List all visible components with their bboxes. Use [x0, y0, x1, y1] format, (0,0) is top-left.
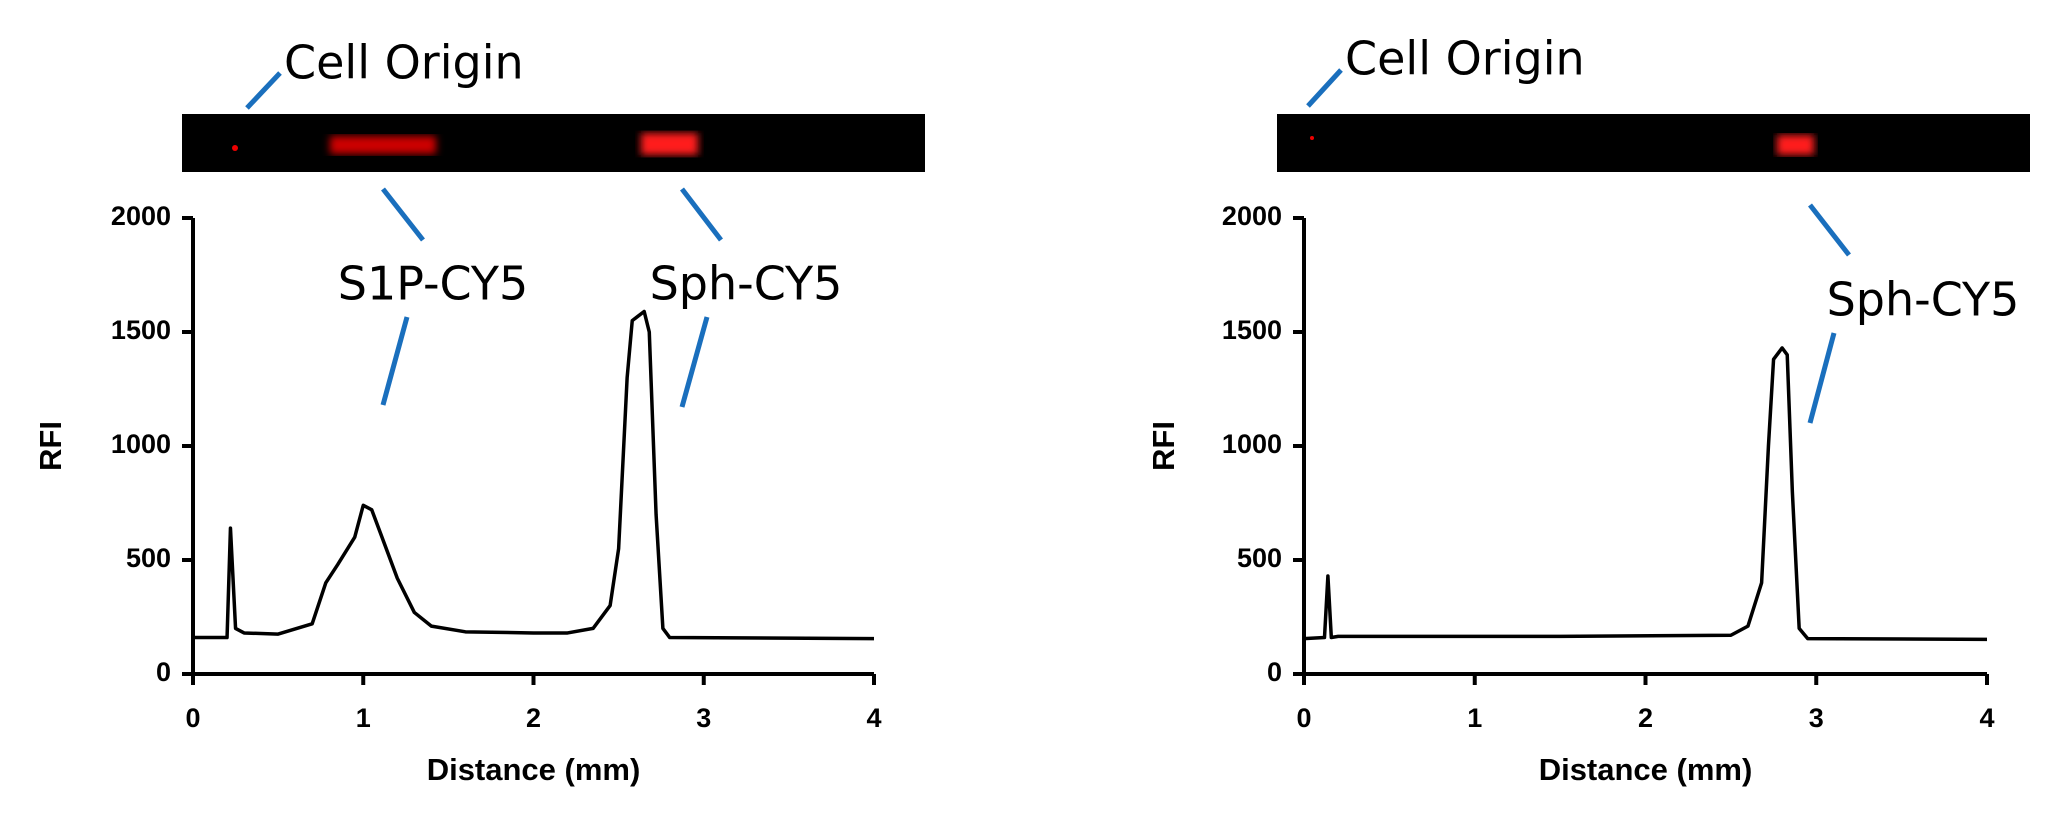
x-tick-label: 1	[1467, 703, 1482, 733]
y-axis-title: RFI	[1146, 421, 1181, 471]
y-tick-label: 0	[1267, 657, 1282, 687]
leader-lines	[245, 68, 1851, 424]
y-tick-label: 0	[156, 657, 171, 687]
x-tick-label: 2	[1638, 703, 1653, 733]
x-tick-label: 2	[526, 703, 541, 733]
gel-band	[330, 136, 436, 154]
x-tick-label: 3	[696, 703, 711, 733]
y-tick-label: 1500	[111, 315, 171, 345]
gel-spot	[1310, 136, 1314, 140]
annotation: S1P-CY5	[338, 257, 528, 311]
y-tick-label: 2000	[1222, 201, 1282, 231]
y-tick-label: 1000	[111, 429, 171, 459]
annotation: Sph-CY5	[650, 257, 843, 311]
x-tick-label: 1	[356, 703, 371, 733]
annotation: Cell Origin	[284, 36, 524, 90]
gel-strip	[1277, 114, 2030, 172]
y-tick-label: 1500	[1222, 315, 1282, 345]
annotation: Cell Origin	[1345, 32, 1585, 86]
y-tick-label: 2000	[111, 201, 171, 231]
x-tick-label: 4	[866, 703, 881, 733]
y-tick-label: 1000	[1222, 429, 1282, 459]
gel-band	[641, 133, 698, 155]
data-line	[1303, 346, 1988, 642]
gel-spot	[232, 145, 238, 151]
y-axis-title: RFI	[33, 421, 68, 471]
x-axis-title: Distance (mm)	[427, 752, 641, 787]
gel-strip	[182, 114, 925, 172]
x-tick-label: 0	[185, 703, 200, 733]
y-tick-label: 500	[126, 543, 171, 573]
x-tick-label: 4	[1979, 703, 1994, 733]
x-axis-title: Distance (mm)	[1539, 752, 1753, 787]
y-tick-label: 500	[1237, 543, 1282, 573]
x-tick-label: 3	[1809, 703, 1824, 733]
data-line	[193, 309, 875, 641]
x-tick-label: 0	[1296, 703, 1311, 733]
annotation: Sph-CY5	[1827, 273, 2020, 327]
gel-band	[1777, 135, 1814, 155]
